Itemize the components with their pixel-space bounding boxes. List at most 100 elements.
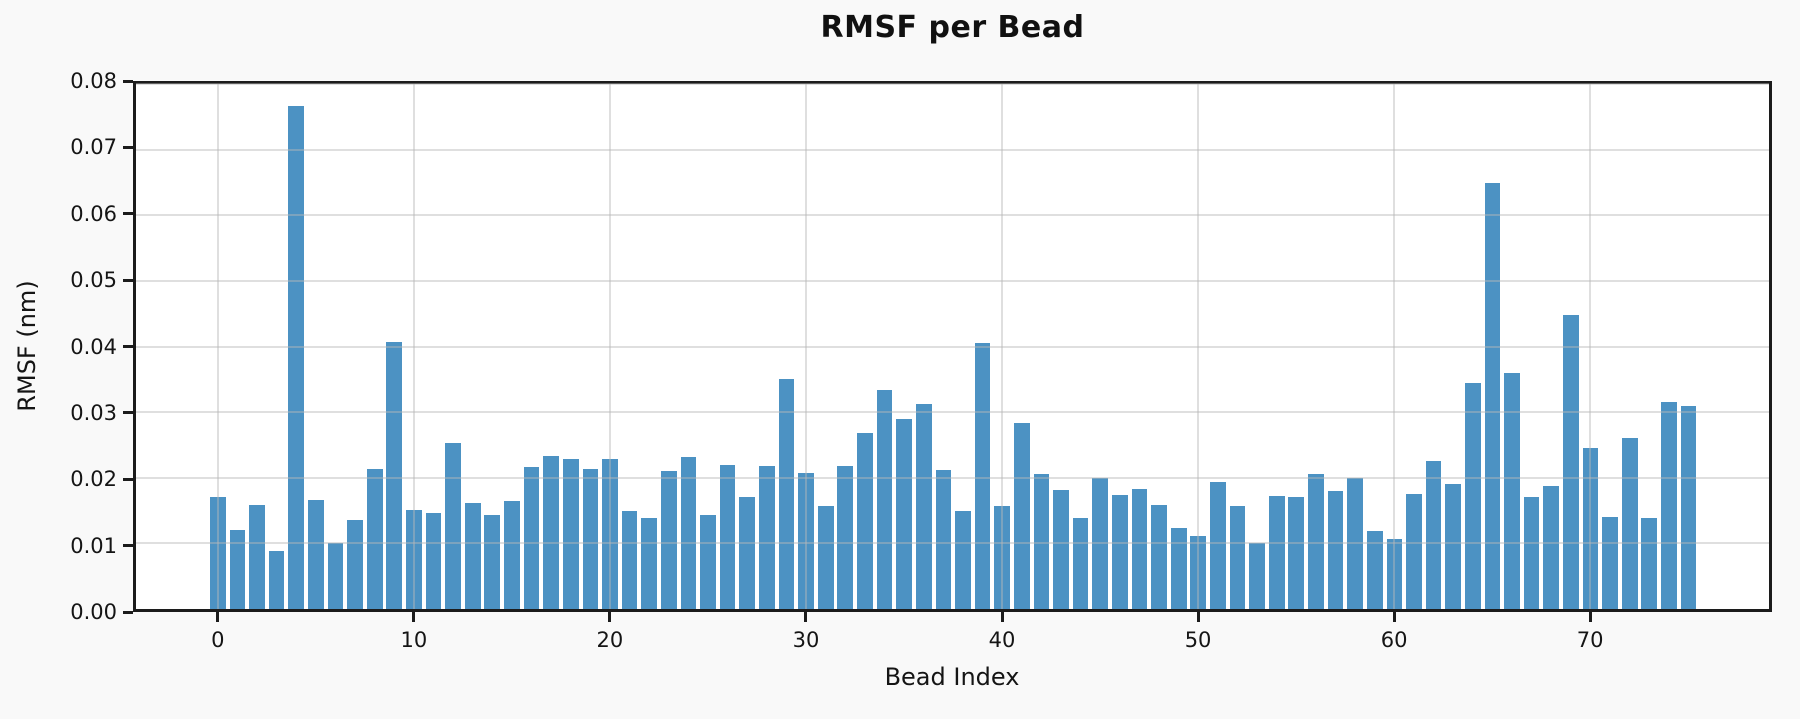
bar-bead-45 (1092, 478, 1109, 609)
bar-bead-47 (1131, 488, 1148, 609)
xtick-mark-50 (1196, 612, 1200, 622)
bar-bead-57 (1327, 490, 1344, 609)
bar-bead-50 (1190, 536, 1207, 609)
xtick-label-50: 50 (1184, 628, 1212, 652)
bar-slot-55 (1287, 84, 1307, 609)
bar-slot-65 (1483, 84, 1503, 609)
bar-slot-37 (934, 84, 954, 609)
bar-bead-60 (1386, 539, 1403, 609)
bar-slot-39 (973, 84, 993, 609)
bar-bead-44 (1072, 517, 1089, 609)
bar-slot-25 (698, 84, 718, 609)
bar-slot-68 (1541, 84, 1561, 609)
bar-slot-46 (1110, 84, 1130, 609)
bar-bead-70 (1582, 448, 1599, 609)
bar-slot-27 (737, 84, 757, 609)
bar-slot-47 (1130, 84, 1150, 609)
bar-slot-61 (1404, 84, 1424, 609)
bar-slot-67 (1522, 84, 1542, 609)
bar-bead-21 (621, 510, 638, 609)
bar-bead-15 (504, 501, 520, 609)
bar-slot-12 (443, 84, 463, 609)
vgrid-60 (1393, 84, 1396, 609)
vgrid-10 (412, 84, 415, 609)
ytick-label-0.05: 0.05 (70, 268, 117, 293)
bar-slot-70 (1581, 84, 1601, 609)
bar-bead-66 (1504, 373, 1520, 609)
bar-bead-35 (896, 418, 912, 609)
bar-bead-4 (288, 106, 305, 609)
bar-slot-18 (561, 84, 581, 609)
bar-slot-21 (620, 84, 640, 609)
bar-bead-7 (347, 520, 363, 609)
bar-bead-67 (1523, 497, 1540, 609)
bars-container (208, 84, 1698, 609)
ytick-label-0.00: 0.00 (70, 600, 117, 624)
bar-bead-75 (1680, 406, 1697, 609)
ytick-mark-0.07 (123, 145, 133, 149)
ytick-mark-0.06 (123, 212, 133, 216)
bar-slot-64 (1463, 84, 1483, 609)
bar-bead-2 (249, 505, 265, 609)
bar-slot-58 (1345, 84, 1365, 609)
bar-bead-34 (876, 389, 893, 609)
bar-slot-11 (424, 84, 444, 609)
bar-bead-14 (484, 514, 501, 609)
bar-slot-13 (463, 84, 483, 609)
ytick-label-0.04: 0.04 (70, 334, 117, 359)
bar-slot-15 (502, 84, 522, 609)
xtick-mark-20 (608, 612, 612, 622)
bar-bead-20 (602, 459, 618, 609)
bar-slot-71 (1600, 84, 1620, 609)
vgrid-50 (1197, 84, 1200, 609)
bar-bead-10 (406, 509, 422, 609)
bar-slot-20 (600, 84, 620, 609)
xtick-mark-60 (1392, 612, 1396, 622)
bar-slot-72 (1620, 84, 1640, 609)
bar-slot-6 (326, 84, 346, 609)
ytick-mark-0.00 (123, 610, 133, 614)
bar-bead-16 (523, 467, 540, 609)
ytick-label-0.08: 0.08 (70, 69, 117, 93)
bar-bead-1 (229, 530, 246, 609)
ytick-mark-0.04 (123, 345, 133, 348)
bar-slot-17 (541, 84, 561, 609)
bar-slot-53 (1247, 84, 1267, 609)
ytick-label-0.02: 0.02 (70, 467, 117, 492)
bar-slot-43 (1051, 84, 1071, 609)
bar-bead-33 (857, 433, 873, 609)
vgrid-20 (608, 84, 611, 609)
bar-bead-48 (1151, 505, 1167, 609)
bar-slot-32 (836, 84, 856, 609)
bar-bead-46 (1111, 494, 1128, 609)
ytick-label-0.03: 0.03 (70, 400, 117, 425)
bar-slot-14 (483, 84, 503, 609)
ytick-mark-0.01 (123, 544, 133, 548)
bar-bead-69 (1563, 315, 1579, 609)
bar-bead-38 (955, 510, 971, 609)
bar-slot-24 (679, 84, 699, 609)
bar-bead-32 (837, 465, 854, 609)
bar-slot-1 (228, 84, 248, 609)
ytick-mark-0.02 (123, 477, 133, 481)
bar-slot-5 (306, 84, 326, 609)
xtick-mark-40 (1000, 612, 1004, 622)
bar-bead-27 (739, 497, 756, 609)
bar-slot-40 (992, 84, 1012, 609)
bar-bead-8 (366, 469, 383, 609)
vgrid-40 (1001, 84, 1003, 609)
chart-title: RMSF per Bead (820, 10, 1085, 45)
bar-bead-51 (1210, 482, 1226, 609)
bar-slot-74 (1659, 84, 1679, 609)
bar-bead-12 (445, 442, 461, 609)
ytick-label-0.06: 0.06 (70, 201, 117, 226)
ytick-mark-0.05 (123, 278, 133, 282)
bar-bead-30 (798, 472, 814, 609)
bar-slot-69 (1561, 84, 1581, 609)
bar-bead-55 (1288, 496, 1305, 609)
bar-slot-63 (1443, 84, 1463, 609)
bar-slot-38 (953, 84, 973, 609)
x-axis-label: Bead Index (884, 663, 1020, 691)
bar-slot-54 (1267, 84, 1287, 609)
bar-slot-3 (267, 84, 287, 609)
